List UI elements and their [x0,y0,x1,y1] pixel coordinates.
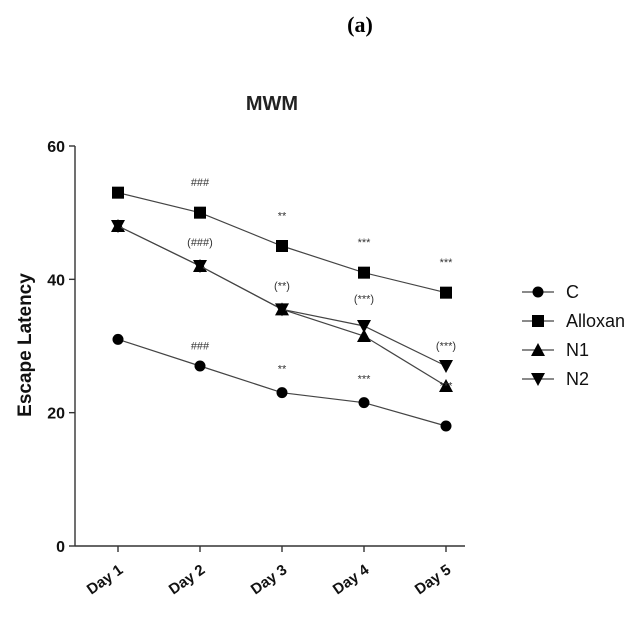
data-point-alloxan [276,240,288,252]
significance-annotation: ** [278,364,287,376]
y-tick-label: 0 [56,539,65,556]
significance-annotation: *** [358,237,372,249]
data-point-n1 [357,329,371,342]
significance-annotation: (***) [436,340,456,352]
significance-annotation: ### [191,177,210,189]
significance-annotation: ### [191,340,210,352]
significance-annotation: *** [358,374,372,386]
significance-annotation: *** [440,380,454,392]
data-point-alloxan [194,206,206,219]
panel-label: (a) [347,12,373,37]
legend-marker-n2 [531,373,545,386]
data-point-n2 [193,260,207,273]
legend: C Alloxan N1 N2 [522,282,625,389]
significance-annotation: *** [440,257,454,269]
data-point-alloxan [440,286,452,299]
data-point-c [112,333,124,345]
chart-title: MWM [246,93,298,115]
x-ticks: Day 1 Day 2 Day 3 Day 4 Day 5 [84,546,455,598]
y-tick-label: 60 [47,139,65,156]
x-tick-label: Day 2 [166,561,209,598]
data-point-n2 [275,303,289,317]
legend-label-n1: N1 [566,340,589,360]
data-point-n1 [439,379,453,392]
legend-marker-alloxan [532,315,544,327]
data-point-c [358,397,370,409]
y-axis-title: Escape Latency [15,273,36,417]
series-group [111,186,453,432]
x-tick-label: Day 4 [330,561,373,598]
y-tick-label: 40 [47,272,65,289]
y-ticks: 0 20 40 60 [47,139,75,556]
annotations: ###********(###)(**)(***)(***)###*******… [187,177,456,392]
data-point-n2 [357,320,371,333]
significance-annotation: (**) [274,280,290,292]
legend-label-c: C [566,282,579,302]
legend-label-n2: N2 [566,369,589,389]
legend-label-alloxan: Alloxan [566,311,625,331]
data-point-n2 [439,360,453,373]
x-tick-label: Day 1 [84,561,127,598]
data-point-c [194,360,206,372]
data-point-c [440,420,452,432]
x-tick-label: Day 5 [412,561,455,598]
significance-annotation: ** [278,210,287,222]
series-line-c [117,338,447,427]
legend-marker-n1 [531,343,545,356]
data-point-alloxan [112,186,124,199]
significance-annotation: (###) [187,237,213,249]
data-point-c [276,387,288,399]
legend-marker-c [532,286,544,298]
y-tick-label: 20 [47,406,65,423]
x-tick-label: Day 3 [248,561,291,598]
data-point-n2 [111,220,125,233]
data-point-alloxan [358,266,370,279]
significance-annotation: (***) [354,294,374,306]
